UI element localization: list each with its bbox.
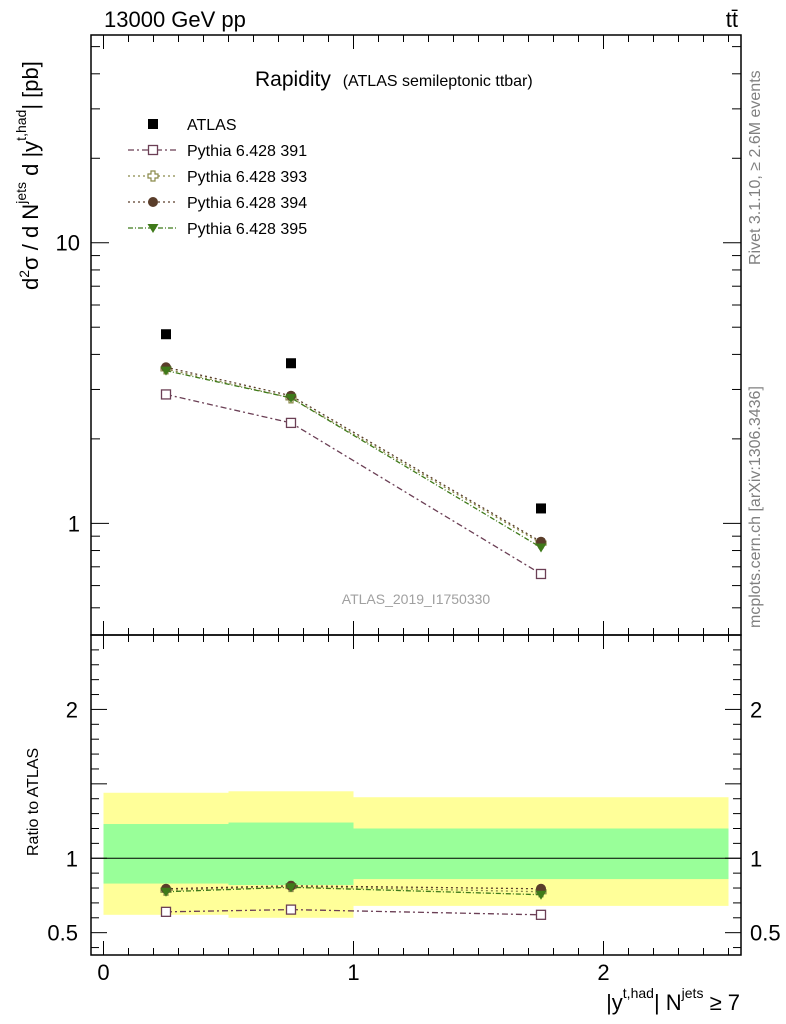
- main-point-4-0: [160, 366, 172, 376]
- chart-title: Rapidity (ATLAS semileptonic ttbar): [255, 68, 533, 91]
- x-tick-label-2: 2: [597, 960, 609, 985]
- main-point-4-2: [535, 543, 547, 553]
- main-series-line-2: [165, 368, 542, 544]
- ratio-point-3-0: [160, 887, 172, 897]
- main-ytick-label-1: 10: [56, 231, 80, 256]
- process-label: tt̄: [726, 7, 738, 32]
- ratio-y-axis-label: Ratio to ATLAS: [25, 748, 42, 856]
- x-axis-label: |yt,had| Njets ≥ 7: [606, 985, 740, 1015]
- ratio-ytick-label-right-1: 1: [750, 846, 762, 871]
- legend-marker-2-shape: [147, 170, 159, 182]
- ratio-ytick-label-right-2: 2: [750, 697, 762, 722]
- ratio-ytick-label-left-1: 1: [66, 846, 78, 871]
- main-point-4-1: [285, 393, 297, 403]
- x-tick-label-1: 1: [347, 960, 359, 985]
- ratio-point-0-1: [285, 904, 297, 915]
- mcplots-label: mcplots.cern.ch [arXiv:1306.3436]: [747, 386, 764, 628]
- legend-label-2: Pythia 6.428 393: [187, 169, 307, 186]
- main-point-1-2: [535, 568, 547, 580]
- ratio-point-0-0: [160, 906, 172, 917]
- main-ytick-label-0: 1: [68, 511, 80, 536]
- ratio-frame: [90, 634, 742, 956]
- legend-marker-1: [147, 144, 159, 156]
- main-series-line-1: [165, 393, 542, 575]
- main-point-1-1: [285, 417, 297, 429]
- main-y-axis-label: d2σ / d Njets d |yt,had| [pb]: [13, 61, 43, 290]
- main-point-1-0: [160, 389, 172, 400]
- legend-label-1: Pythia 6.428 391: [187, 143, 307, 160]
- ratio-panel: 0 1 2 0.5 0.5 1 1 2 2: [47, 634, 781, 985]
- energy-label: 13000 GeV pp: [104, 7, 246, 32]
- rivet-label: Rivet 3.1.10, ≥ 2.6M events: [747, 70, 764, 265]
- main-point-0-1: [286, 358, 296, 369]
- ratio-series-line-3: [165, 886, 542, 896]
- legend-label-3: Pythia 6.428 394: [187, 195, 307, 212]
- legend-label-4: Pythia 6.428 395: [187, 221, 307, 238]
- ratio-ytick-label-left-2: 2: [66, 697, 78, 722]
- ratio-band68-0: [103, 824, 229, 884]
- ratio-point-0-2: [535, 909, 547, 920]
- main-series-line-3: [165, 366, 542, 543]
- chart-subtitle: (ATLAS semileptonic ttbar): [343, 73, 533, 90]
- main-point-0-0: [161, 329, 171, 340]
- legend-marker-4: [147, 224, 159, 233]
- chart-title-main: Rapidity: [255, 68, 331, 91]
- main-panel: 1 10: [56, 34, 742, 636]
- ratio-point-3-1: [285, 883, 297, 893]
- analysis-watermark: ATLAS_2019_I1750330: [342, 591, 491, 607]
- legend-marker-0: [148, 119, 158, 129]
- ratio-ytick-label-right-0: 0.5: [750, 921, 781, 946]
- ratio-band68-1: [228, 822, 354, 886]
- main-point-0-2: [536, 503, 546, 514]
- legend-marker-2: [147, 170, 159, 182]
- legend-label-0: ATLAS: [187, 117, 237, 134]
- main-series-line-4: [165, 370, 542, 549]
- legend: ATLAS Pythia 6.428 391 Pythia 6.428 393 Pyt…: [128, 117, 307, 238]
- ratio-point-3-2: [535, 890, 547, 900]
- x-tick-label-0: 0: [97, 960, 109, 985]
- legend-marker-3: [148, 197, 158, 207]
- ratio-ytick-label-left-0: 0.5: [47, 921, 78, 946]
- ratio-band68-2: [353, 828, 729, 880]
